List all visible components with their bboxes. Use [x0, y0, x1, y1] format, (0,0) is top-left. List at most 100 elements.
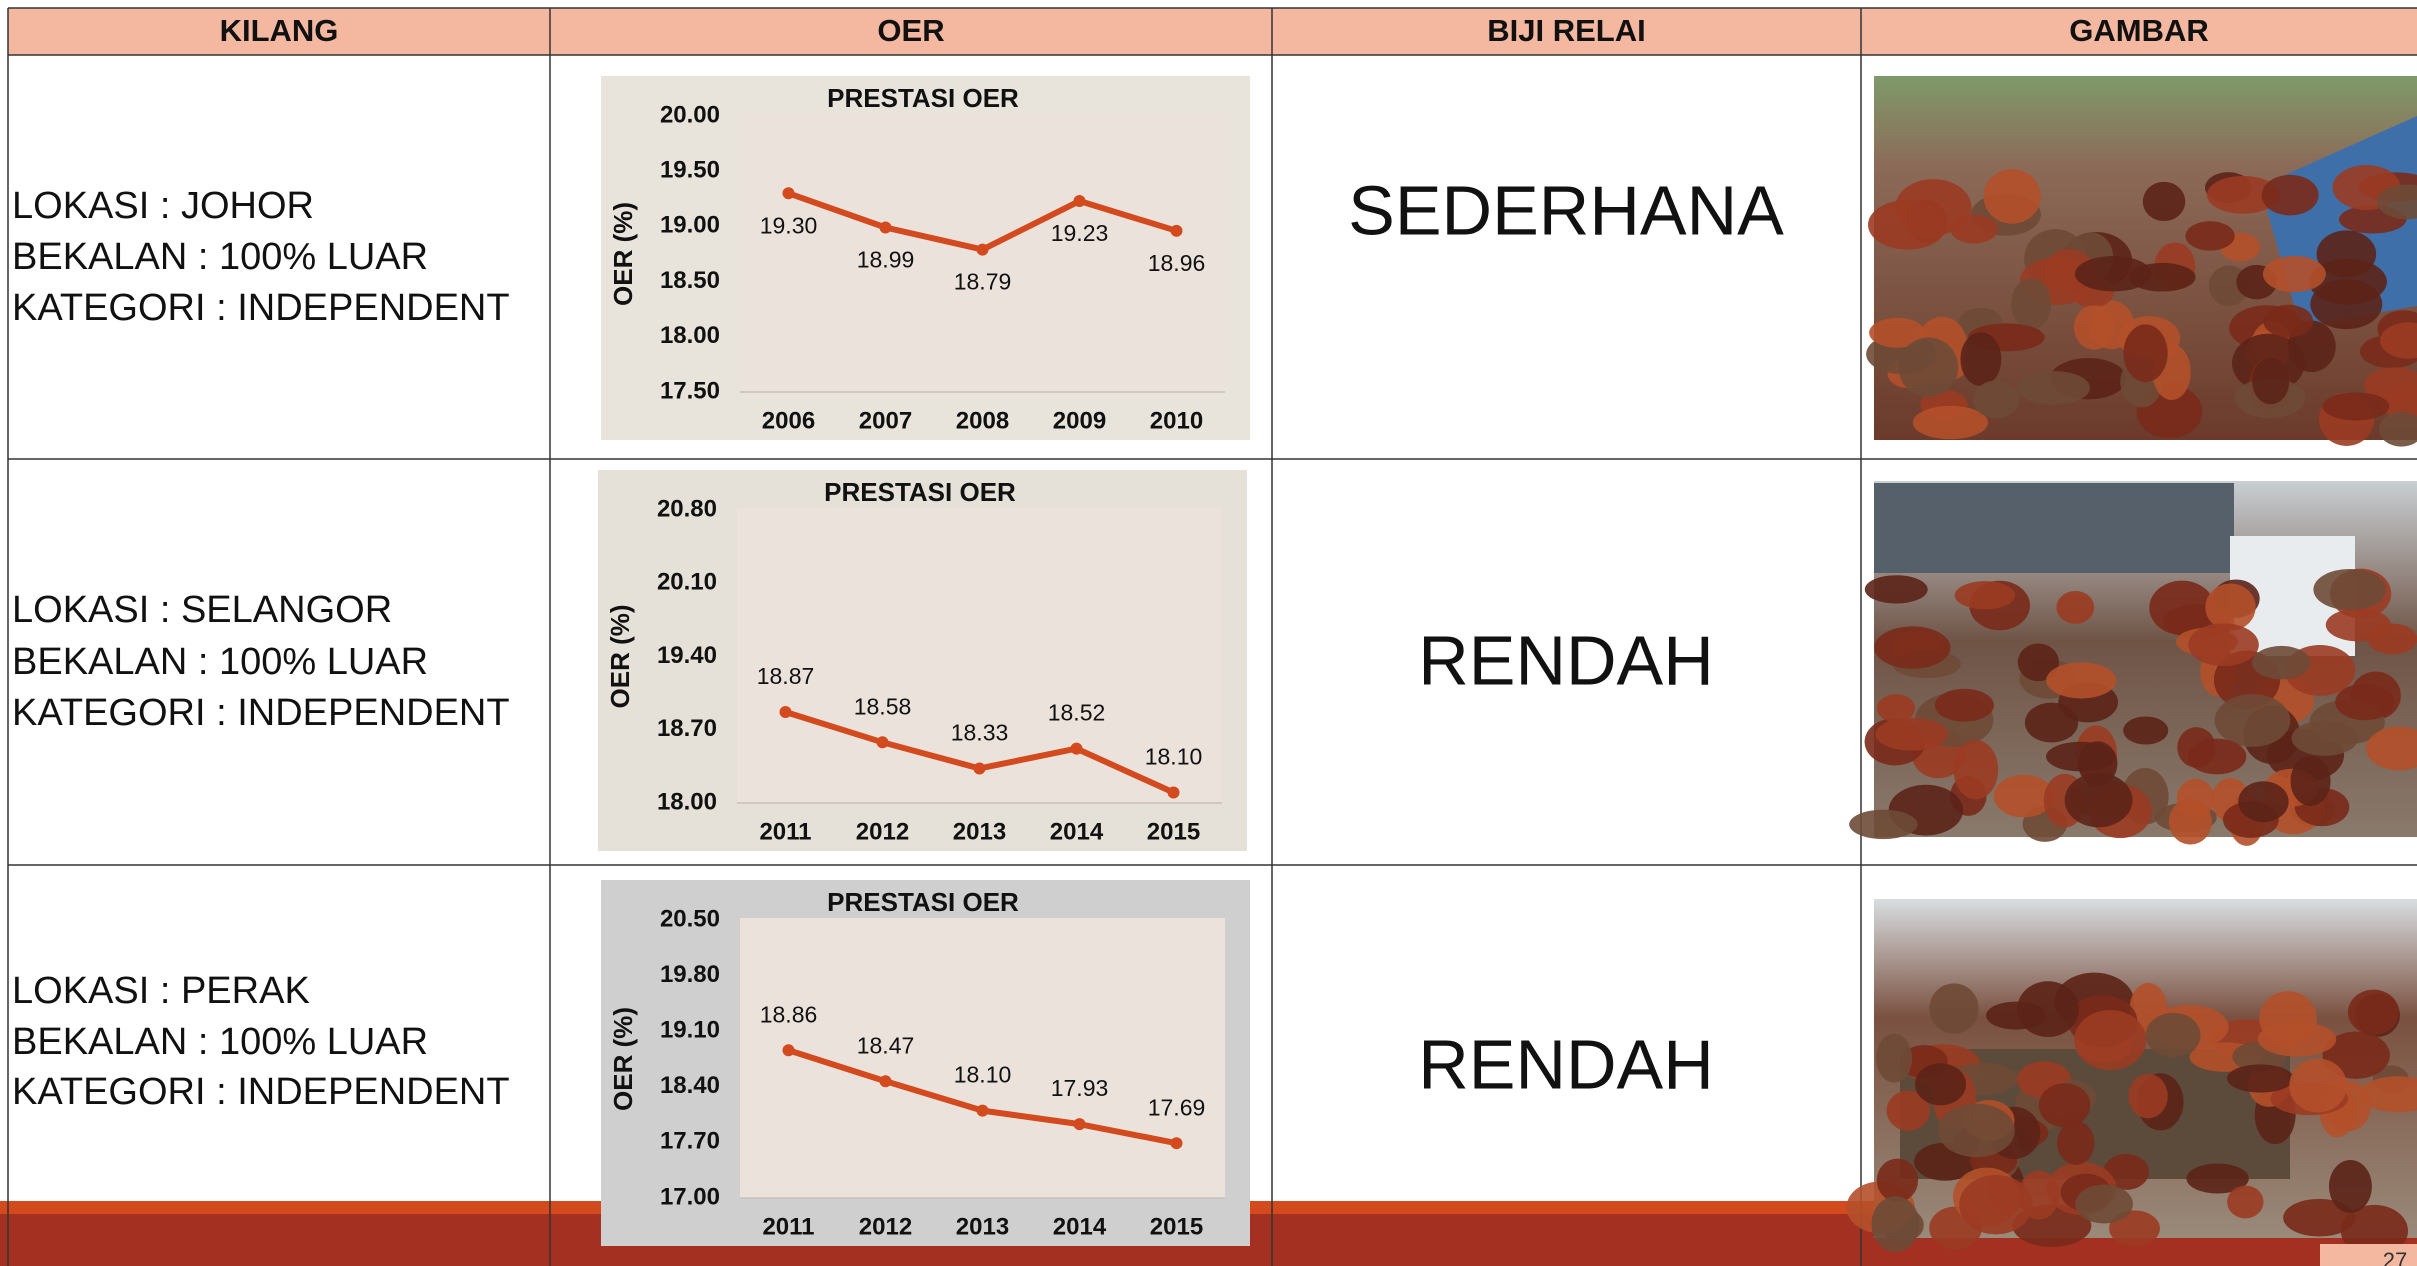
photo	[1846, 899, 2417, 1257]
x-tick-label: 2009	[1053, 407, 1106, 434]
fruit-bunch	[1986, 1002, 2046, 1030]
fruit-bunch	[2039, 1083, 2090, 1127]
photo	[1866, 76, 2417, 447]
fruit-bunch	[2329, 1160, 2372, 1213]
header-cell: BIJI RELAI	[1487, 13, 1645, 48]
fruit-bunch	[1950, 215, 1997, 244]
data-point	[974, 762, 986, 774]
fruit-bunch	[2289, 1059, 2347, 1113]
biji-relai: SEDERHANA	[1348, 171, 1784, 249]
y-tick-label: 20.10	[657, 569, 717, 596]
fruit-bunch	[2185, 221, 2234, 250]
y-tick-label: 19.00	[660, 212, 720, 239]
fruit-bunch	[2317, 230, 2377, 277]
y-tick-label: 18.40	[660, 1072, 720, 1099]
data-label: 18.47	[857, 1032, 915, 1058]
kilang-line: KATEGORI : INDEPENDENT	[12, 287, 510, 329]
fruit-bunch	[2075, 1185, 2133, 1224]
data-label: 18.33	[951, 720, 1009, 746]
photo	[1849, 481, 2417, 846]
x-tick-label: 2012	[859, 1213, 912, 1240]
data-label: 18.10	[1145, 744, 1203, 770]
fruit-bunch	[2074, 1010, 2146, 1070]
header-cell: KILANG	[220, 13, 339, 48]
fruit-bunch	[2065, 773, 2133, 827]
fruit-bunch	[1960, 332, 2001, 386]
x-tick-label: 2011	[759, 818, 811, 845]
header-row	[8, 8, 2417, 55]
fruit-bunch	[1877, 1159, 1918, 1202]
fruit-bunch	[2215, 694, 2291, 747]
x-tick-label: 2007	[859, 407, 912, 434]
fruit-bunch	[2046, 662, 2116, 698]
fruit-bunch	[2177, 779, 2215, 819]
fruit-bunch	[2123, 716, 2168, 744]
y-tick-label: 17.00	[660, 1183, 720, 1210]
fruit-bunch	[2335, 684, 2394, 721]
fruit-bunch	[2238, 781, 2288, 822]
fruit-bunch	[2123, 324, 2167, 382]
fruit-bunch	[2188, 623, 2259, 666]
y-tick-label: 18.70	[657, 715, 717, 742]
data-point	[1074, 195, 1086, 207]
data-label: 18.52	[1048, 700, 1106, 726]
page-number: 27	[2383, 1248, 2407, 1266]
x-tick-label: 2012	[856, 818, 909, 845]
data-point	[877, 736, 889, 748]
fruit-bunch	[1874, 626, 1950, 668]
fruit-bunch	[2252, 646, 2311, 679]
fruit-bunch	[2258, 1022, 2337, 1057]
x-tick-label: 2015	[1150, 1213, 1203, 1240]
y-tick-label: 18.00	[660, 322, 720, 349]
x-tick-label: 2010	[1150, 407, 1203, 434]
fruit-bunch	[2057, 1121, 2094, 1165]
y-tick-label: 20.80	[657, 495, 717, 522]
y-tick-label: 18.50	[660, 267, 720, 294]
y-tick-label: 19.80	[660, 961, 720, 988]
data-point	[977, 1105, 989, 1117]
slide: KILANGOERBIJI RELAIGAMBARLOKASI : JOHORB…	[0, 0, 2417, 1266]
fruit-bunch	[1865, 575, 1928, 603]
header-cell: OER	[877, 13, 944, 48]
kilang-line: KATEGORI : INDEPENDENT	[12, 1071, 510, 1113]
data-point	[783, 1044, 795, 1056]
data-point	[783, 187, 795, 199]
kilang-line: LOKASI : SELANGOR	[12, 589, 392, 631]
y-tick-label: 20.00	[660, 101, 720, 128]
fruit-bunch	[2075, 256, 2152, 292]
data-label: 18.10	[954, 1062, 1012, 1088]
chart-title: PRESTASI OER	[827, 83, 1019, 113]
data-label: 18.96	[1148, 250, 1206, 276]
fruit-bunch	[1973, 380, 2019, 418]
fruit-bunch	[2143, 182, 2185, 221]
y-tick-label: 17.50	[660, 377, 720, 404]
fruit-bunch	[2011, 278, 2051, 329]
x-tick-label: 2014	[1050, 818, 1104, 845]
fruit-bunch	[2290, 756, 2330, 806]
truck-bed	[1874, 483, 2234, 573]
kilang-line: BEKALAN : 100% LUAR	[12, 1021, 428, 1063]
y-tick-label: 17.70	[660, 1128, 720, 1155]
data-label: 18.87	[757, 663, 815, 689]
data-label: 18.99	[857, 247, 915, 273]
data-label: 19.23	[1051, 220, 1109, 246]
data-label: 19.30	[760, 212, 818, 238]
data-label: 18.58	[854, 693, 912, 719]
fruit-bunch	[1876, 1034, 1912, 1083]
x-tick-label: 2013	[956, 1213, 1009, 1240]
x-tick-label: 2014	[1053, 1213, 1107, 1240]
data-label: 18.86	[760, 1001, 818, 1027]
y-tick-label: 19.10	[660, 1017, 720, 1044]
fruit-bunch	[2205, 584, 2255, 631]
chart-title: PRESTASI OER	[827, 887, 1019, 917]
fruit-bunch	[1913, 406, 1988, 440]
y-tick-label: 18.00	[657, 788, 717, 815]
fruit-bunch	[1868, 200, 1947, 250]
x-tick-label: 2013	[953, 818, 1006, 845]
header-cell: GAMBAR	[2069, 13, 2209, 48]
fruit-bunch	[2262, 175, 2319, 216]
fruit-bunch	[2326, 608, 2391, 641]
fruit-bunch	[2046, 742, 2115, 772]
fruit-bunch	[2074, 305, 2114, 349]
data-point	[780, 706, 792, 718]
